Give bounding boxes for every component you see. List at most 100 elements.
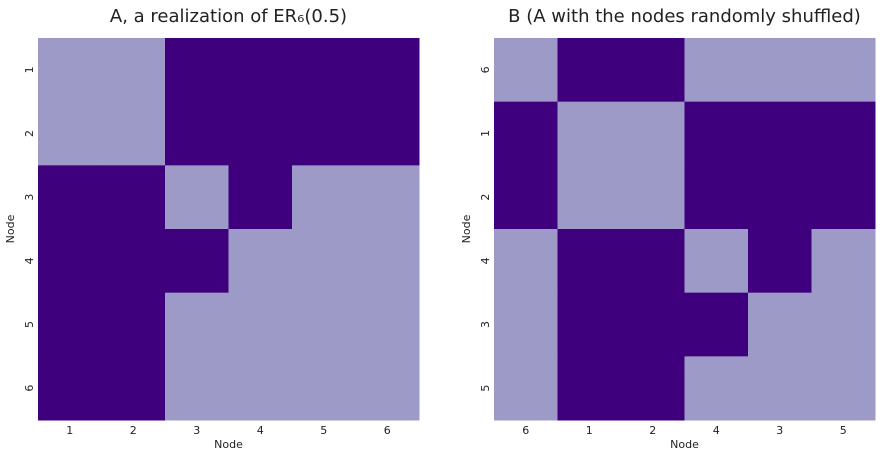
y-tick-label: 5 xyxy=(23,321,36,328)
x-axis-label: Node xyxy=(670,438,699,451)
heatmap-cell xyxy=(748,38,812,103)
heatmap-cell xyxy=(101,101,166,166)
heatmap-cell xyxy=(494,101,558,166)
heatmap-cell xyxy=(292,38,356,103)
heatmap-cell xyxy=(811,38,876,103)
heatmap-cell xyxy=(811,165,876,230)
heatmap-cell xyxy=(292,165,356,230)
x-tick-label: 4 xyxy=(257,424,264,437)
heatmap-cell xyxy=(557,165,622,230)
x-tick-label: 3 xyxy=(193,424,200,437)
heatmap-cell xyxy=(684,165,749,230)
x-tick-label: 2 xyxy=(130,424,137,437)
heatmap-cell xyxy=(748,165,812,230)
heatmap-cell xyxy=(292,292,356,357)
heatmap-cell xyxy=(811,356,876,421)
y-tick-label: 1 xyxy=(479,130,492,137)
heatmap-cell xyxy=(165,165,229,230)
heatmap-cell xyxy=(165,101,229,166)
heatmap-cell xyxy=(292,356,356,421)
heatmap-cell xyxy=(748,229,812,294)
heatmap-cell xyxy=(228,229,293,294)
heatmap-cell xyxy=(684,229,749,294)
x-tick-label: 5 xyxy=(320,424,327,437)
chart-title: A, a realization of ER₆(0.5) xyxy=(110,6,347,27)
heatmap-cell xyxy=(355,292,420,357)
x-tick-label: 1 xyxy=(586,424,593,437)
heatmap-cell xyxy=(292,229,356,294)
heatmap-cell xyxy=(621,292,685,357)
heatmap-cell xyxy=(684,38,749,103)
heatmap-cell xyxy=(684,356,749,421)
heatmap-cell xyxy=(38,292,102,357)
x-tick-label: 2 xyxy=(649,424,656,437)
y-tick-label: 4 xyxy=(23,257,36,264)
heatmap-cell xyxy=(557,292,622,357)
heatmap-cell xyxy=(621,101,685,166)
heatmap-cell xyxy=(228,356,293,421)
x-tick-label: 4 xyxy=(713,424,720,437)
y-tick-label: 2 xyxy=(479,194,492,201)
y-tick-label: 3 xyxy=(23,194,36,201)
heatmap-cell xyxy=(557,38,622,103)
heatmap-cell xyxy=(494,165,558,230)
heatmap-cell xyxy=(355,38,420,103)
heatmap-cell xyxy=(38,165,102,230)
heatmap-cell xyxy=(165,229,229,294)
heatmap-cell xyxy=(621,165,685,230)
heatmap-cell xyxy=(748,101,812,166)
heatmap-cell xyxy=(557,229,622,294)
x-tick-label: 6 xyxy=(522,424,529,437)
heatmap-cell xyxy=(557,101,622,166)
y-tick-label: 5 xyxy=(479,385,492,392)
heatmap-cell xyxy=(621,356,685,421)
heatmap-cell xyxy=(228,38,293,103)
heatmap-cell xyxy=(494,356,558,421)
y-tick-label: 6 xyxy=(23,385,36,392)
heatmap-cell xyxy=(228,292,293,357)
y-tick-label: 2 xyxy=(23,130,36,137)
heatmap-cell xyxy=(811,292,876,357)
y-axis-label: Node xyxy=(4,214,17,243)
heatmap-cell xyxy=(494,38,558,103)
heatmap-cell xyxy=(228,101,293,166)
heatmap-cell xyxy=(621,229,685,294)
heatmap-cell xyxy=(38,101,102,166)
heatmap-cell xyxy=(101,38,166,103)
heatmap-cell xyxy=(101,165,166,230)
y-tick-label: 4 xyxy=(479,257,492,264)
heatmap-cell xyxy=(557,356,622,421)
y-tick-label: 6 xyxy=(479,66,492,73)
heatmap-cell xyxy=(355,101,420,166)
heatmap-cell xyxy=(355,356,420,421)
heatmap-cell xyxy=(811,229,876,294)
heatmap-cell xyxy=(684,292,749,357)
heatmap-cell xyxy=(38,38,102,103)
heatmap-cell xyxy=(101,356,166,421)
heatmap-cell xyxy=(748,356,812,421)
heatmap-cell xyxy=(165,38,229,103)
heatmap-cell xyxy=(494,229,558,294)
heatmap-cell xyxy=(292,101,356,166)
heatmap-cell xyxy=(621,38,685,103)
heatmap-cell xyxy=(811,101,876,166)
heatmap-cell xyxy=(101,292,166,357)
heatmap-cell xyxy=(38,356,102,421)
heatmap-cell xyxy=(228,165,293,230)
heatmap-cell xyxy=(38,229,102,294)
y-axis-label: Node xyxy=(460,214,473,243)
x-tick-label: 3 xyxy=(776,424,783,437)
heatmap-cell xyxy=(748,292,812,357)
heatmap-cell xyxy=(165,292,229,357)
y-tick-label: 1 xyxy=(23,66,36,73)
x-tick-label: 5 xyxy=(840,424,847,437)
heatmap-cell xyxy=(355,229,420,294)
heatmap-cell xyxy=(684,101,749,166)
chart-title: B (A with the nodes randomly shuffled) xyxy=(508,6,861,27)
x-tick-label: 1 xyxy=(66,424,73,437)
x-axis-label: Node xyxy=(214,438,243,451)
y-tick-label: 3 xyxy=(479,321,492,328)
heatmap-cell xyxy=(165,356,229,421)
heatmap-cell xyxy=(494,292,558,357)
